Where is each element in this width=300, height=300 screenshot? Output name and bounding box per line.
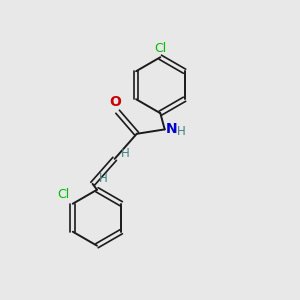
- Text: H: H: [121, 147, 130, 160]
- Text: Cl: Cl: [154, 42, 167, 55]
- Text: O: O: [109, 95, 121, 109]
- Text: H: H: [99, 172, 108, 185]
- Text: Cl: Cl: [58, 188, 70, 201]
- Text: H: H: [177, 125, 186, 138]
- Text: N: N: [166, 122, 178, 136]
